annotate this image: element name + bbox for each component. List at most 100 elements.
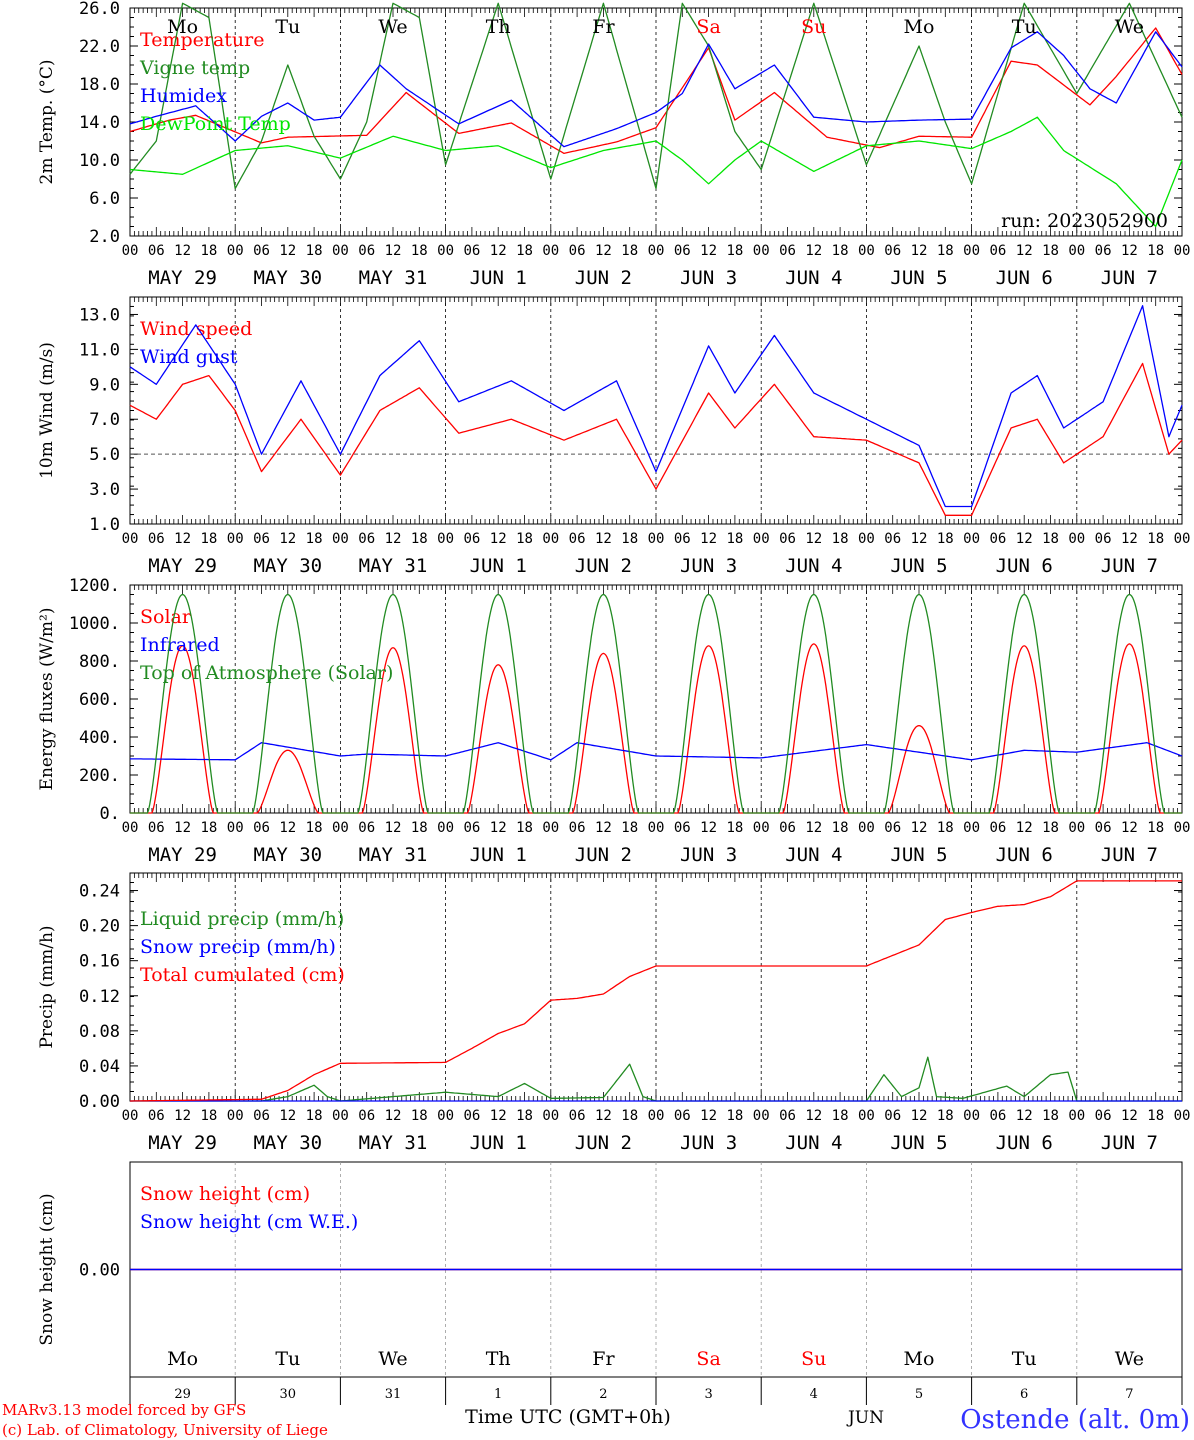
hour-label: 18 (306, 243, 323, 259)
legend-entry: Vigne temp (139, 57, 250, 79)
day-number: 7 (1125, 1387, 1133, 1402)
hour-label: 12 (490, 243, 507, 259)
hour-label: 06 (989, 243, 1006, 259)
hour-label: 00 (227, 1108, 244, 1124)
hour-label: 06 (884, 243, 901, 259)
hour-label: 12 (805, 820, 822, 836)
weekday-label: Mo (904, 1348, 935, 1370)
hour-label: 12 (385, 820, 402, 836)
hour-label: 00 (542, 820, 559, 836)
series-line-1-1 (129, 27, 1183, 155)
hour-label: 18 (937, 820, 954, 836)
y-tick-label: 200. (79, 766, 120, 786)
date-label: JUN 6 (996, 555, 1053, 577)
date-label: JUN 4 (785, 1132, 842, 1154)
hour-label: 12 (911, 820, 928, 836)
date-label: MAY 29 (148, 555, 217, 577)
legend-entry: Liquid precip (mm/h) (140, 908, 344, 930)
hour-label: 00 (227, 531, 244, 547)
date-label: JUN 2 (575, 555, 632, 577)
y-tick-label: 1.0 (89, 515, 120, 535)
y-tick-label: 1200. (69, 576, 120, 596)
hour-label: 00 (963, 820, 980, 836)
hour-label: 00 (858, 243, 875, 259)
date-label: JUN 6 (996, 1132, 1053, 1154)
date-label: MAY 29 (148, 844, 217, 866)
weekday-label: Tu (275, 1348, 300, 1370)
date-label: MAY 31 (359, 555, 428, 577)
weekday-label: Mo (167, 1348, 198, 1370)
hour-label: 18 (726, 820, 743, 836)
hour-label: 06 (989, 820, 1006, 836)
hour-label: 18 (200, 1108, 217, 1124)
series-line-3-3 (130, 593, 1182, 814)
date-label: JUN 7 (1101, 844, 1158, 866)
hour-label: 18 (306, 1108, 323, 1124)
hour-label: 18 (306, 820, 323, 836)
panel-1: 2.0 6.0 10.0 14.0 18.0 22.0 26.0 2m Temp. (°C) T… (37, 0, 1190, 289)
day-number: 6 (1020, 1387, 1028, 1402)
series-line-1-4 (129, 116, 1183, 228)
panel-2: 1.0 3.0 5.0 7.0 9.0 11.0 13.0 10m Wind (m/s) Win… (37, 296, 1190, 577)
hour-label: 12 (174, 1108, 191, 1124)
weekday-label: Sa (696, 1348, 720, 1370)
y-tick-label: 18.0 (79, 75, 120, 95)
hour-label: 06 (253, 531, 270, 547)
month-label: JUN (846, 1408, 884, 1428)
hour-label: 06 (463, 820, 480, 836)
hour-label: 00 (437, 531, 454, 547)
hour-label: 06 (1095, 243, 1112, 259)
hour-label: 12 (595, 243, 612, 259)
y-tick-label: 7.0 (89, 410, 120, 430)
hour-label: 18 (1042, 243, 1059, 259)
date-label: MAY 30 (253, 555, 322, 577)
hour-label: 18 (726, 1108, 743, 1124)
panel-3: 0. 200. 400. 600. 800. 1000. 1200. Energy fluxe… (37, 576, 1190, 866)
hour-label: 18 (411, 531, 428, 547)
legend-entry: Wind speed (140, 318, 252, 340)
hour-label: 06 (569, 531, 586, 547)
credit-line-1: MARv3.13 model forced by GFS (2, 1401, 246, 1419)
weekday-label: Tu (1012, 16, 1037, 38)
date-label: JUN 1 (470, 1132, 527, 1154)
weekday-label: Su (801, 1348, 826, 1370)
hour-label: 06 (358, 243, 375, 259)
date-label: JUN 4 (785, 844, 842, 866)
hour-label: 00 (963, 1108, 980, 1124)
hour-label: 12 (174, 243, 191, 259)
weekday-label: Tu (275, 16, 300, 38)
hour-label: 18 (1147, 1108, 1164, 1124)
hour-label: 06 (884, 820, 901, 836)
date-label: JUN 2 (575, 844, 632, 866)
day-number: 3 (704, 1387, 712, 1402)
credit-line-2: (c) Lab. of Climatology, University of L… (2, 1421, 328, 1439)
day-number: 31 (385, 1387, 402, 1402)
y-tick-label: 800. (79, 652, 120, 672)
run-annotation: run: 2023052900 (1001, 210, 1168, 232)
hour-label: 18 (726, 243, 743, 259)
panel-4: 0.00 0.04 0.08 0.12 0.16 0.20 0.24 Precip (mm/h… (37, 872, 1190, 1154)
day-number: 30 (280, 1387, 297, 1402)
y-tick-label: 26.0 (79, 0, 120, 19)
hour-label: 18 (516, 820, 533, 836)
hour-label: 12 (805, 531, 822, 547)
day-number: 29 (174, 1387, 191, 1402)
weekday-label: We (1115, 16, 1144, 38)
panel-5: 0.00 Snow height (cm) Snow height (cm) Snow… (37, 1161, 1183, 1378)
hour-label: 12 (490, 820, 507, 836)
hour-label: 18 (832, 531, 849, 547)
date-label: MAY 30 (253, 1132, 322, 1154)
y-tick-label: 0.00 (79, 1092, 120, 1112)
hour-label: 06 (358, 531, 375, 547)
weekday-label: We (378, 16, 407, 38)
hour-label: 12 (805, 243, 822, 259)
hour-label: 00 (437, 820, 454, 836)
day-number: 4 (810, 1387, 818, 1402)
hour-label: 18 (621, 243, 638, 259)
weekday-label: Tu (1012, 1348, 1037, 1370)
hour-label: 06 (884, 531, 901, 547)
hour-label: 12 (911, 531, 928, 547)
hour-label: 06 (463, 1108, 480, 1124)
weekday-label: Fr (592, 16, 615, 38)
weekday-label: Mo (904, 16, 935, 38)
